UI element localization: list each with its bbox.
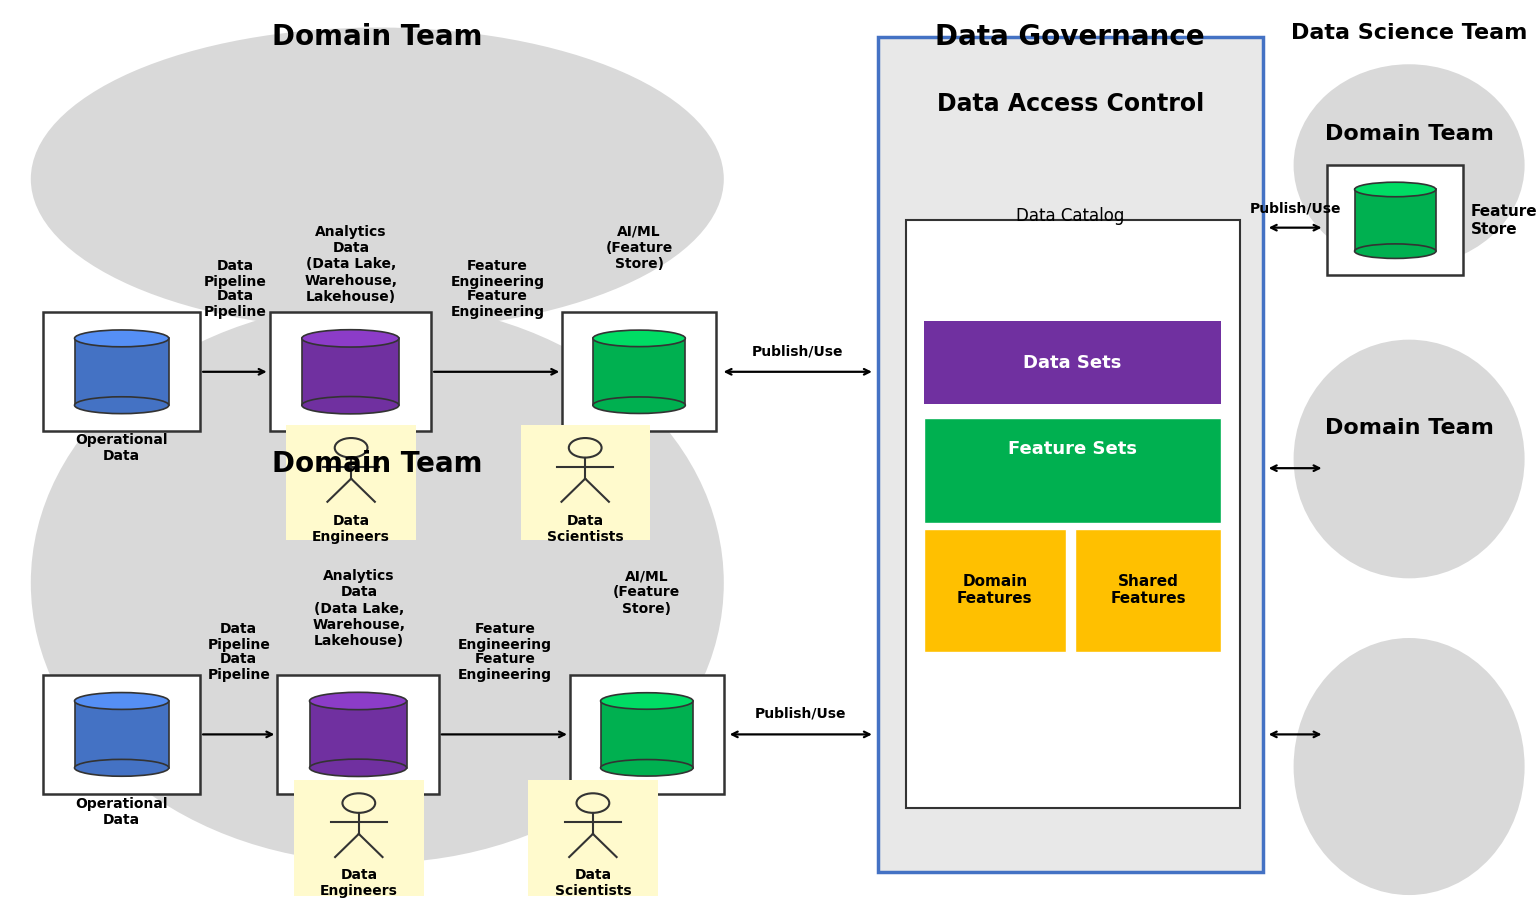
Text: Data Governance: Data Governance (935, 23, 1206, 51)
FancyBboxPatch shape (43, 312, 200, 431)
Text: AI/ML
(Feature
Store): AI/ML (Feature Store) (605, 225, 673, 272)
Text: Publish/Use: Publish/Use (752, 344, 844, 358)
Ellipse shape (310, 759, 407, 777)
Text: Shared
Features: Shared Features (1110, 574, 1186, 607)
Text: Data Science Team: Data Science Team (1291, 23, 1528, 43)
FancyBboxPatch shape (43, 675, 200, 794)
FancyBboxPatch shape (906, 220, 1240, 808)
FancyBboxPatch shape (570, 675, 724, 794)
FancyBboxPatch shape (924, 321, 1221, 404)
Text: Data
Pipeline: Data Pipeline (205, 259, 266, 289)
Text: AI/ML
(Feature
Store): AI/ML (Feature Store) (613, 569, 681, 616)
FancyBboxPatch shape (924, 529, 1066, 652)
Ellipse shape (1294, 64, 1525, 266)
Polygon shape (302, 339, 399, 405)
Ellipse shape (31, 28, 724, 330)
Polygon shape (521, 425, 650, 541)
Polygon shape (601, 701, 693, 767)
Ellipse shape (74, 330, 169, 347)
Text: Data Sets: Data Sets (1024, 353, 1121, 372)
FancyBboxPatch shape (878, 37, 1263, 872)
Text: Data
Engineers: Data Engineers (313, 514, 390, 544)
Ellipse shape (31, 303, 724, 863)
Ellipse shape (1355, 182, 1435, 196)
Text: Domain Team: Domain Team (273, 23, 482, 51)
Text: Domain
Features: Domain Features (956, 574, 1033, 607)
FancyBboxPatch shape (1075, 529, 1221, 652)
FancyBboxPatch shape (270, 312, 431, 431)
Ellipse shape (1355, 244, 1435, 259)
Ellipse shape (74, 397, 169, 414)
Polygon shape (310, 701, 407, 767)
Text: Operational
Data: Operational Data (75, 433, 168, 464)
Text: Data
Pipeline: Data Pipeline (208, 621, 270, 652)
Ellipse shape (601, 693, 693, 710)
Ellipse shape (74, 759, 169, 777)
Text: Analytics
Data
(Data Lake,
Warehouse,
Lakehouse): Analytics Data (Data Lake, Warehouse, La… (305, 225, 397, 304)
Polygon shape (528, 780, 658, 896)
Ellipse shape (302, 397, 399, 414)
Text: Data Catalog: Data Catalog (1016, 207, 1124, 225)
Ellipse shape (310, 692, 407, 710)
Text: Feature
Store: Feature Store (1471, 204, 1537, 237)
FancyBboxPatch shape (924, 418, 1221, 523)
Text: Data
Scientists: Data Scientists (547, 514, 624, 544)
FancyBboxPatch shape (562, 312, 716, 431)
Text: Publish/Use: Publish/Use (1249, 202, 1341, 216)
Text: Feature Sets: Feature Sets (1009, 441, 1137, 458)
Text: Data
Scientists: Data Scientists (554, 868, 631, 898)
Polygon shape (1355, 189, 1435, 252)
Ellipse shape (74, 692, 169, 710)
Text: Data
Pipeline: Data Pipeline (208, 652, 270, 682)
Ellipse shape (1294, 638, 1525, 895)
Text: Operational
Data: Operational Data (75, 797, 168, 827)
Text: Feature
Engineering: Feature Engineering (457, 652, 553, 682)
Text: Data
Pipeline: Data Pipeline (205, 289, 266, 319)
Text: Feature
Engineering: Feature Engineering (450, 259, 545, 289)
Text: Data Access Control: Data Access Control (936, 92, 1204, 116)
FancyBboxPatch shape (277, 675, 439, 794)
Polygon shape (286, 425, 416, 541)
Text: Feature
Engineering: Feature Engineering (450, 289, 545, 319)
Ellipse shape (1294, 340, 1525, 578)
Ellipse shape (302, 330, 399, 347)
Polygon shape (593, 339, 685, 405)
Text: Domain Team: Domain Team (273, 450, 482, 478)
Text: Feature
Engineering: Feature Engineering (457, 621, 553, 652)
Text: Analytics
Data
(Data Lake,
Warehouse,
Lakehouse): Analytics Data (Data Lake, Warehouse, La… (313, 569, 405, 648)
Text: Domain Team: Domain Team (1324, 124, 1494, 144)
Text: Data
Engineers: Data Engineers (320, 868, 397, 898)
Ellipse shape (593, 397, 685, 413)
FancyBboxPatch shape (1327, 165, 1463, 275)
Ellipse shape (593, 330, 685, 347)
Polygon shape (74, 701, 169, 767)
Polygon shape (74, 339, 169, 405)
Text: Domain Team: Domain Team (1324, 418, 1494, 438)
Polygon shape (294, 780, 424, 896)
Ellipse shape (601, 759, 693, 776)
Text: Publish/Use: Publish/Use (755, 707, 847, 721)
